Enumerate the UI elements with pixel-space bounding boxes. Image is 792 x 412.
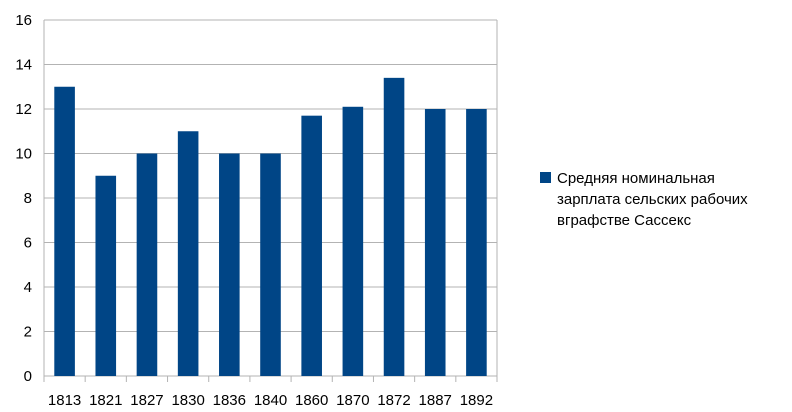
x-tick-labels: 1813 1821 1827 1830 1836 1840 1860 1870 1872 1887…: [48, 392, 493, 409]
bars: [54, 77, 487, 377]
bar-1836: [219, 153, 240, 376]
y-tick-labels: 0 2 4 6 8 10 12 14 16: [15, 12, 32, 385]
y-tick-label-6: 6: [24, 235, 32, 252]
x-tick-label-1836: 1836: [213, 392, 246, 409]
x-tick-label-1821: 1821: [89, 392, 122, 409]
x-tick-label-1892: 1892: [460, 392, 493, 409]
legend-label: Средняя номинальная зарплата сельских ра…: [557, 170, 748, 229]
y-tick-label-12: 12: [15, 101, 32, 118]
bar-1870: [342, 106, 364, 377]
bar-1821: [95, 175, 117, 376]
y-tick-label-2: 2: [24, 324, 32, 341]
y-tick-label-0: 0: [24, 368, 32, 385]
x-tick-label-1813: 1813: [48, 392, 81, 409]
x-tick-label-1860: 1860: [295, 392, 328, 409]
bar-1840: [260, 153, 281, 376]
y-tick-label-16: 16: [15, 12, 32, 29]
axes: [43, 20, 498, 382]
x-tick-label-1872: 1872: [377, 392, 410, 409]
legend: Средняя номинальная зарплата сельских ра…: [540, 168, 780, 231]
bar-1887: [424, 109, 446, 376]
x-tick-label-1827: 1827: [130, 392, 163, 409]
bar-1813: [54, 86, 75, 376]
bar-1830: [177, 131, 199, 376]
x-tick-label-1830: 1830: [171, 392, 204, 409]
x-tick-label-1887: 1887: [419, 392, 452, 409]
x-tick-label-1840: 1840: [254, 392, 287, 409]
bar-1892: [466, 109, 487, 376]
x-tick-label-1870: 1870: [336, 392, 369, 409]
bar-1872: [383, 77, 405, 376]
y-tick-label-14: 14: [15, 57, 32, 74]
bar-1827: [136, 153, 158, 376]
y-tick-label-8: 8: [24, 190, 32, 207]
legend-swatch: [540, 172, 551, 183]
bar-1860: [301, 115, 322, 377]
y-tick-label-10: 10: [15, 146, 32, 163]
y-tick-label-4: 4: [24, 279, 32, 296]
